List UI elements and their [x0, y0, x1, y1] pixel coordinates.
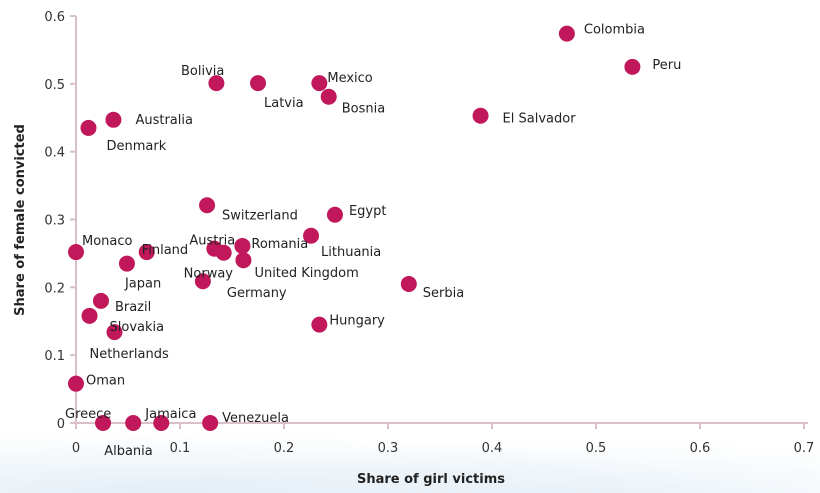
point-label: Egypt [349, 204, 387, 219]
y-tick-label: 0 [57, 417, 65, 432]
data-point[interactable] [138, 244, 155, 261]
point-label: United Kingdom [254, 266, 358, 281]
point-label: Serbia [423, 286, 464, 301]
data-point[interactable] [153, 415, 170, 431]
point-label: Germany [227, 286, 287, 301]
data-point[interactable] [95, 415, 112, 431]
point-label: Lithuania [321, 245, 381, 260]
point-label: Jamaica [144, 407, 196, 422]
data-point[interactable] [326, 206, 343, 223]
point-label: Latvia [264, 96, 304, 111]
data-point[interactable] [215, 244, 232, 261]
x-tick-label: 0.4 [482, 441, 503, 456]
point-label: Bolivia [181, 64, 224, 79]
point-label: Monaco [82, 234, 133, 249]
y-tick-label: 0.2 [44, 281, 65, 296]
point-label: Hungary [329, 314, 385, 329]
point-label: Norway [184, 267, 234, 282]
point-label: Greece [65, 407, 111, 422]
x-tick-label: 0 [72, 441, 80, 456]
x-tick-label: 0.3 [378, 441, 399, 456]
y-tick-label: 0.3 [44, 214, 65, 229]
y-axis-title: Share of female convicted [13, 124, 28, 316]
data-point[interactable] [234, 237, 251, 254]
data-point[interactable] [92, 292, 109, 309]
data-point[interactable] [235, 252, 252, 269]
data-point[interactable] [194, 273, 211, 290]
point-label: Slovakia [110, 320, 165, 335]
data-point[interactable] [208, 75, 225, 92]
data-point[interactable] [400, 275, 417, 292]
y-tick-label: 0.4 [44, 146, 65, 161]
point-label: Bosnia [342, 102, 385, 117]
point-label: Romania [251, 237, 308, 252]
point-label: Albania [104, 444, 153, 459]
point-label: Brazil [115, 300, 151, 315]
point-label: Austria [189, 234, 235, 249]
data-point[interactable] [125, 415, 142, 431]
data-point[interactable] [311, 75, 328, 92]
data-point[interactable] [118, 255, 135, 272]
data-point[interactable] [80, 119, 97, 136]
x-tick-label: 0.2 [274, 441, 295, 456]
x-tick-label: 0.1 [170, 441, 191, 456]
x-axis-title: Share of girl victims [357, 472, 505, 487]
point-label: Peru [652, 58, 681, 73]
data-point[interactable] [250, 75, 266, 92]
point-label: Denmark [106, 139, 166, 154]
data-point[interactable] [106, 324, 123, 341]
point-label: El Salvador [503, 112, 577, 127]
point-label: Colombia [584, 23, 645, 38]
background-cloud [0, 423, 820, 493]
data-point[interactable] [311, 316, 328, 333]
data-point[interactable] [472, 107, 489, 124]
x-tick-label: 0.5 [586, 441, 607, 456]
data-point[interactable] [303, 227, 320, 244]
data-point[interactable] [68, 375, 84, 392]
point-label: Australia [135, 113, 193, 128]
point-label: Netherlands [89, 347, 168, 362]
data-point[interactable] [202, 415, 219, 431]
point-label: Switzerland [222, 208, 298, 223]
data-point[interactable] [558, 25, 575, 42]
data-point[interactable] [199, 197, 216, 214]
point-label: Finland [142, 243, 188, 258]
y-tick-label: 0.1 [44, 349, 65, 364]
point-label: Japan [124, 277, 161, 292]
x-tick-label: 0.6 [690, 441, 711, 456]
point-label: Oman [86, 374, 125, 389]
y-tick-label: 0.6 [44, 10, 65, 25]
point-label: Mexico [327, 71, 372, 86]
data-point[interactable] [105, 111, 122, 128]
data-point[interactable] [320, 88, 337, 105]
y-tick-label: 0.5 [44, 78, 65, 93]
data-point[interactable] [68, 244, 84, 261]
data-point[interactable] [624, 58, 641, 75]
x-tick-label: 0.7 [794, 441, 815, 456]
point-label: Venezuela [222, 411, 289, 426]
data-point[interactable] [81, 307, 98, 324]
